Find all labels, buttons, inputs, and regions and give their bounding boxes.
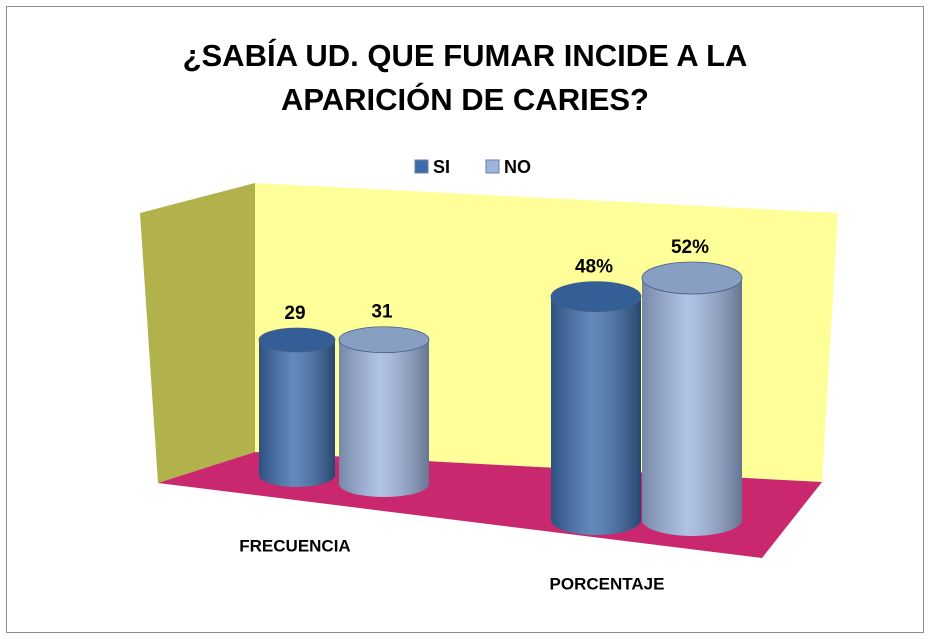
x-tick-label: PORCENTAJE [550,574,665,593]
cylinder [641,261,743,536]
cylinder-shade [259,340,335,487]
cylinder-top-tint [642,262,742,294]
cylinder-top-tint [259,328,335,353]
cylinder [258,327,336,487]
legend-swatch [485,159,500,174]
cylinder [550,281,642,535]
cylinder-shade [551,296,641,535]
value-label: 29 [284,303,305,324]
cylinder [338,326,430,497]
value-label: 31 [371,302,393,323]
side-wall [140,183,255,483]
x-tick-label: FRECUENCIA [239,536,350,555]
cylinder-top-tint [551,281,641,312]
value-label: 52% [671,237,709,258]
legend-label: NO [504,157,531,177]
cylinder-shade [339,339,429,497]
value-label: 48% [575,257,613,278]
cylinder-top [338,326,430,354]
legend-swatch [414,159,429,174]
cylinder-top [641,261,743,295]
cylinder-top-tint [339,326,429,353]
cylinder-top [258,327,336,353]
cylinder-top [550,281,642,313]
chart-title: ¿SABÍA UD. QUE FUMAR INCIDE A LA APARICI… [182,38,748,117]
legend-label: SI [433,157,450,177]
cylinder-shade [642,278,742,536]
